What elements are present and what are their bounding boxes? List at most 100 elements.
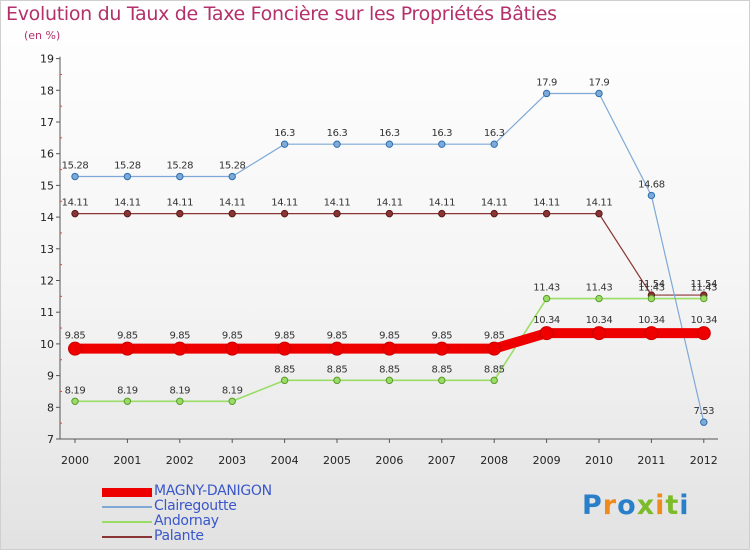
data-point	[700, 418, 708, 426]
data-label: 7.53	[693, 406, 714, 417]
data-point	[71, 397, 79, 405]
data-label: 9.85	[169, 331, 190, 342]
data-label: 9.85	[65, 331, 86, 342]
data-point	[438, 376, 446, 385]
data-label: 11.43	[690, 283, 717, 294]
data-label: 14.68	[638, 180, 665, 191]
data-label: 11.43	[586, 283, 613, 294]
data-point	[490, 376, 498, 385]
data-label: 11.54	[690, 279, 717, 290]
data-point	[490, 209, 498, 218]
data-point	[385, 376, 394, 385]
legend-swatch	[102, 506, 152, 508]
data-point	[71, 209, 79, 218]
data-point	[487, 341, 502, 356]
data-label: 14.11	[586, 198, 613, 209]
series-palante	[71, 209, 708, 299]
data-label: 14.11	[219, 198, 246, 209]
y-tick-label: 9	[47, 370, 54, 383]
data-point	[438, 209, 446, 218]
data-label: 14.11	[62, 198, 89, 209]
data-point	[333, 140, 341, 148]
y-tick-label: 18	[40, 84, 54, 97]
data-point	[595, 89, 603, 98]
data-label: 14.11	[481, 198, 508, 209]
data-label: 14.11	[324, 198, 351, 209]
data-label: 14.11	[428, 198, 455, 209]
x-tick-label: 2007	[428, 454, 456, 467]
data-point	[434, 341, 449, 356]
y-tick-label: 11	[40, 306, 54, 319]
data-point	[647, 294, 656, 303]
legend-swatch	[102, 536, 152, 538]
data-label: 8.19	[222, 385, 243, 396]
data-label: 10.34	[638, 315, 665, 326]
data-label: 9.85	[379, 331, 400, 342]
data-label: 11.43	[533, 283, 560, 294]
x-tick-label: 2011	[637, 454, 665, 467]
proxiti-logo: Proxiti	[582, 490, 690, 521]
data-point	[280, 209, 289, 218]
data-label: 11.54	[638, 279, 665, 290]
data-point	[490, 140, 498, 148]
data-point	[228, 209, 236, 218]
x-tick-label: 2003	[218, 454, 246, 467]
data-label: 9.85	[274, 331, 295, 342]
data-point	[333, 376, 341, 385]
data-label: 15.28	[62, 161, 89, 172]
data-label: 16.3	[484, 128, 505, 139]
data-label: 8.85	[274, 364, 295, 375]
data-label: 8.19	[65, 385, 86, 396]
y-tick-label: 16	[40, 148, 54, 161]
x-tick-label: 2005	[323, 454, 351, 467]
data-point	[176, 397, 184, 405]
data-point	[385, 209, 394, 218]
legend-label: Andornay	[154, 513, 219, 529]
data-point	[700, 294, 708, 303]
legend-label: Clairegoutte	[154, 498, 237, 514]
data-point	[385, 140, 394, 148]
x-tick-label: 2004	[271, 454, 299, 467]
data-point	[225, 341, 240, 356]
data-point	[647, 191, 656, 200]
data-point	[592, 326, 606, 341]
x-tick-label: 2001	[113, 454, 141, 467]
data-point	[71, 172, 79, 181]
chart-title: Evolution du Taux de Taxe Foncière sur l…	[6, 3, 557, 25]
x-tick-label: 2008	[480, 454, 508, 467]
data-label: 8.85	[484, 364, 505, 375]
data-point	[123, 172, 132, 181]
data-point	[542, 209, 551, 218]
data-point	[696, 326, 711, 341]
x-tick-label: 2002	[166, 454, 194, 467]
y-tick-label: 12	[40, 275, 54, 288]
series-andornay	[71, 294, 708, 405]
data-point	[280, 140, 289, 148]
data-label: 16.3	[274, 128, 295, 139]
data-point	[539, 326, 554, 341]
data-point	[542, 294, 551, 303]
data-point	[333, 209, 341, 218]
series-magny-danigon	[68, 326, 711, 356]
data-label: 8.19	[169, 385, 190, 396]
data-label: 17.9	[536, 77, 557, 88]
x-tick-label: 2006	[375, 454, 403, 467]
y-tick-label: 14	[40, 211, 54, 224]
data-label: 16.3	[431, 128, 452, 139]
data-label: 11.43	[638, 283, 665, 294]
x-tick-label: 2009	[533, 454, 561, 467]
data-label: 14.11	[533, 198, 560, 209]
data-label: 9.85	[327, 331, 348, 342]
data-label: 14.11	[114, 198, 141, 209]
y-tick-label: 19	[40, 53, 54, 66]
data-point	[382, 341, 397, 356]
data-label: 8.85	[379, 364, 400, 375]
y-tick-label: 17	[40, 116, 54, 129]
data-point	[280, 376, 289, 385]
data-label: 10.34	[586, 315, 613, 326]
data-point	[542, 89, 551, 98]
legend-swatch	[102, 521, 152, 523]
legend-swatch	[102, 487, 152, 497]
data-point	[228, 172, 236, 181]
